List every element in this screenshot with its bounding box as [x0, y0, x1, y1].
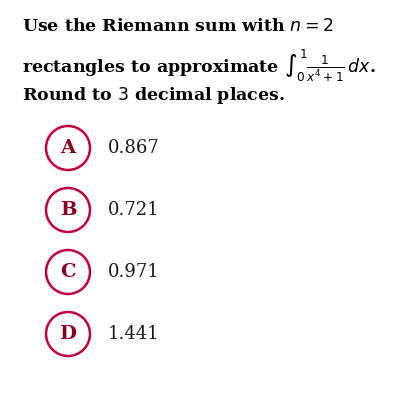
- Text: D: D: [59, 325, 76, 343]
- Text: 1.441: 1.441: [108, 325, 159, 343]
- Text: 0.867: 0.867: [108, 139, 159, 157]
- Text: B: B: [59, 201, 76, 219]
- Text: Round to $3$ decimal places.: Round to $3$ decimal places.: [22, 85, 284, 106]
- Text: Use the Riemann sum with $n = 2$: Use the Riemann sum with $n = 2$: [22, 18, 333, 35]
- Text: 0.721: 0.721: [108, 201, 159, 219]
- Text: 0.971: 0.971: [108, 263, 159, 281]
- Text: C: C: [60, 263, 76, 281]
- Text: A: A: [60, 139, 76, 157]
- Text: rectangles to approximate $\int_0^1 \frac{1}{x^4+1}\, dx$.: rectangles to approximate $\int_0^1 \fra…: [22, 48, 375, 84]
